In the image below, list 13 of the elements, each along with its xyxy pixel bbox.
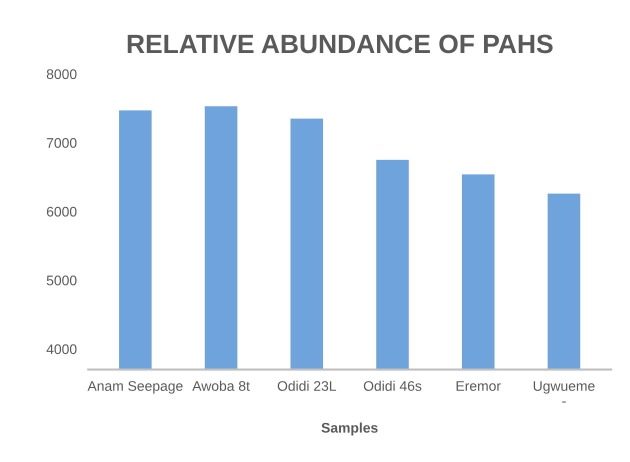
- y-tick-label: 8000: [46, 69, 77, 80]
- y-tick-label: 7000: [46, 138, 77, 148]
- x-tick-label: Ugwueme -: [534, 381, 595, 403]
- y-tick-label: 6000: [46, 206, 77, 217]
- x-tick-label: Odidi 46s: [364, 380, 422, 391]
- y-tick-label: 5000: [46, 276, 77, 286]
- x-tick-label: Eremor: [456, 381, 501, 391]
- x-tick-label: Awoba 8t: [192, 380, 250, 391]
- x-tick-label: Anam Seepage: [88, 381, 183, 394]
- x-axis-title: Samples: [321, 422, 378, 436]
- chart-title: RELATIVE ABUNDANCE OF PAHS: [128, 34, 553, 54]
- y-tick-label: 4000: [46, 344, 77, 354]
- x-tick-label: Odidi 23L: [278, 380, 336, 391]
